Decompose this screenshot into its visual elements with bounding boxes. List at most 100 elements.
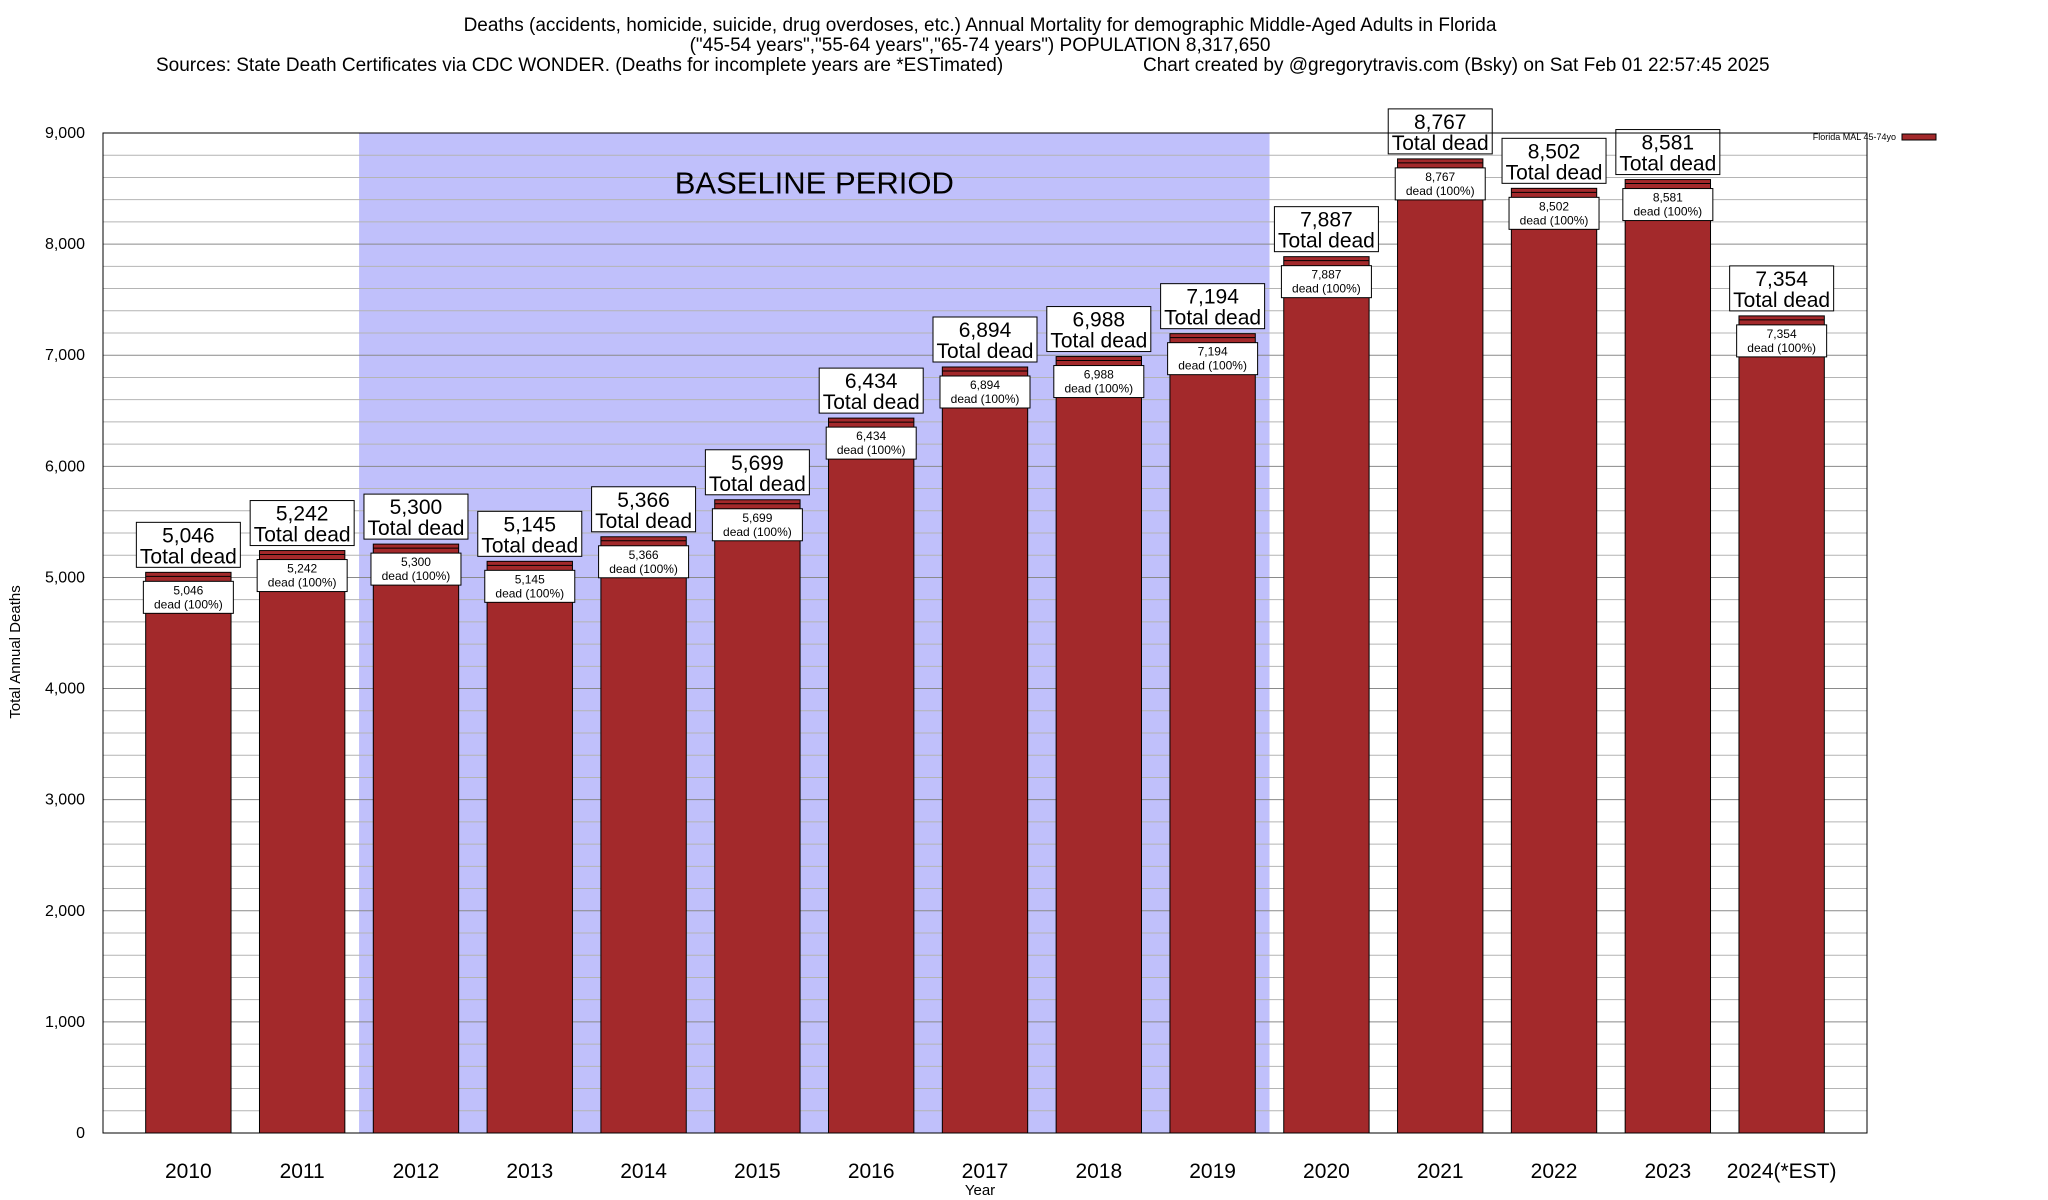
total-value-label: 7,354 <box>1755 268 1808 291</box>
x-tick-label: 2019 <box>1189 1160 1236 1183</box>
total-value-label: 7,194 <box>1186 286 1239 309</box>
bar <box>941 366 1029 1134</box>
inner-value-label: 7,194 <box>1198 345 1228 359</box>
total-dead-label: Total dead <box>254 524 351 547</box>
total-value-label: 8,581 <box>1642 132 1695 155</box>
bar <box>1624 179 1712 1134</box>
total-value-label: 8,767 <box>1414 111 1467 134</box>
total-value-label: 6,434 <box>845 370 898 393</box>
y-tick-label: 2,000 <box>45 903 85 920</box>
x-tick-label: 2012 <box>393 1160 440 1183</box>
total-label-box <box>704 449 810 496</box>
x-tick-label: 2013 <box>506 1160 553 1183</box>
chart-title-line-1: Deaths (accidents, homicide, suicide, dr… <box>464 15 1497 36</box>
bar <box>828 417 915 1134</box>
inner-label-box <box>1053 365 1145 399</box>
total-dead-label: Total dead <box>709 473 806 496</box>
bar <box>1738 315 1825 1134</box>
inner-pct-label: dead (100%) <box>382 569 451 583</box>
y-tick-label: 0 <box>76 1125 85 1142</box>
total-value-label: 5,300 <box>390 496 443 519</box>
total-label-box <box>932 316 1038 363</box>
total-dead-label: Total dead <box>1164 307 1261 330</box>
total-value-label: 5,699 <box>731 452 784 475</box>
total-value-label: 5,145 <box>503 513 556 536</box>
inner-label-box <box>1280 265 1372 299</box>
y-axis-ticks: 0 1,000 2,000 3,000 4,000 5,000 6,000 7,000 8,00… <box>45 125 85 1142</box>
x-axis-ticks: 2010 2011 2012 2013 2014 2015 2016 2017 2018 2019… <box>165 1160 1837 1183</box>
inner-value-label: 8,502 <box>1539 199 1569 213</box>
inner-pct-label: dead (100%) <box>1633 205 1702 219</box>
total-label-box <box>818 367 924 414</box>
inner-pct-label: dead (100%) <box>1178 359 1247 373</box>
inner-label-box <box>1167 342 1259 376</box>
x-tick-label: 2016 <box>848 1160 895 1183</box>
inner-pct-label: dead (100%) <box>1064 382 1133 396</box>
inner-value-label: 7,887 <box>1311 268 1341 282</box>
chart-credit: Chart created by @gregorytravis.com (Bsk… <box>1143 55 1770 76</box>
bar <box>1397 158 1484 1134</box>
inner-value-label: 8,767 <box>1425 170 1455 184</box>
x-tick-label: 2023 <box>1644 1160 1691 1183</box>
legend-label: Florida MAL 45-74yo <box>1813 132 1896 142</box>
total-value-label: 5,046 <box>162 524 215 547</box>
bar <box>1169 333 1256 1134</box>
inner-label-box <box>1622 188 1714 222</box>
bar <box>486 560 573 1134</box>
x-tick-label: 2018 <box>1075 1160 1122 1183</box>
total-value-label: 8,502 <box>1528 140 1581 163</box>
x-tick-label: 2011 <box>280 1160 325 1183</box>
inner-value-label: 5,366 <box>629 548 659 562</box>
total-dead-label: Total dead <box>368 517 465 540</box>
total-value-label: 7,887 <box>1300 209 1353 232</box>
x-tick-label: 2015 <box>734 1160 781 1183</box>
total-label-box <box>1160 283 1266 330</box>
inner-label-box <box>711 508 803 542</box>
bar <box>1055 356 1142 1134</box>
x-axis-title: Year <box>965 1182 995 1199</box>
chart-sources: Sources: State Death Certificates via CD… <box>156 55 1003 76</box>
y-tick-label: 9,000 <box>45 125 85 142</box>
inner-label-box <box>370 552 462 586</box>
inner-label-box <box>1508 196 1600 230</box>
inner-value-label: 5,046 <box>173 583 203 597</box>
inner-value-label: 6,988 <box>1084 368 1114 382</box>
inner-pct-label: dead (100%) <box>268 576 337 590</box>
total-value-label: 6,988 <box>1073 309 1126 332</box>
inner-value-label: 6,434 <box>856 429 886 443</box>
x-tick-label: 2010 <box>165 1160 212 1183</box>
x-tick-label: 2017 <box>962 1160 1009 1183</box>
y-tick-label: 7,000 <box>45 347 85 364</box>
legend: Florida MAL 45-74yo <box>1813 132 1937 142</box>
total-label-box <box>1501 137 1607 184</box>
inner-pct-label: dead (100%) <box>1747 341 1816 355</box>
inner-pct-label: dead (100%) <box>1292 282 1361 296</box>
total-value-label: 5,242 <box>276 503 329 526</box>
bar <box>145 571 232 1134</box>
y-tick-label: 5,000 <box>45 569 85 586</box>
total-value-label: 5,366 <box>617 489 670 512</box>
inner-pct-label: dead (100%) <box>723 525 792 539</box>
total-label-box <box>1729 265 1835 312</box>
total-label-box <box>1273 206 1379 253</box>
total-label-box <box>1615 129 1721 176</box>
inner-value-label: 6,894 <box>970 378 1000 392</box>
total-dead-label: Total dead <box>1050 330 1147 353</box>
inner-pct-label: dead (100%) <box>1520 213 1589 227</box>
total-dead-label: Total dead <box>1619 153 1716 176</box>
x-tick-label: 2014 <box>620 1160 667 1183</box>
plot-frame <box>102 132 1868 1134</box>
inner-pct-label: dead (100%) <box>495 586 564 600</box>
bar <box>600 536 687 1134</box>
